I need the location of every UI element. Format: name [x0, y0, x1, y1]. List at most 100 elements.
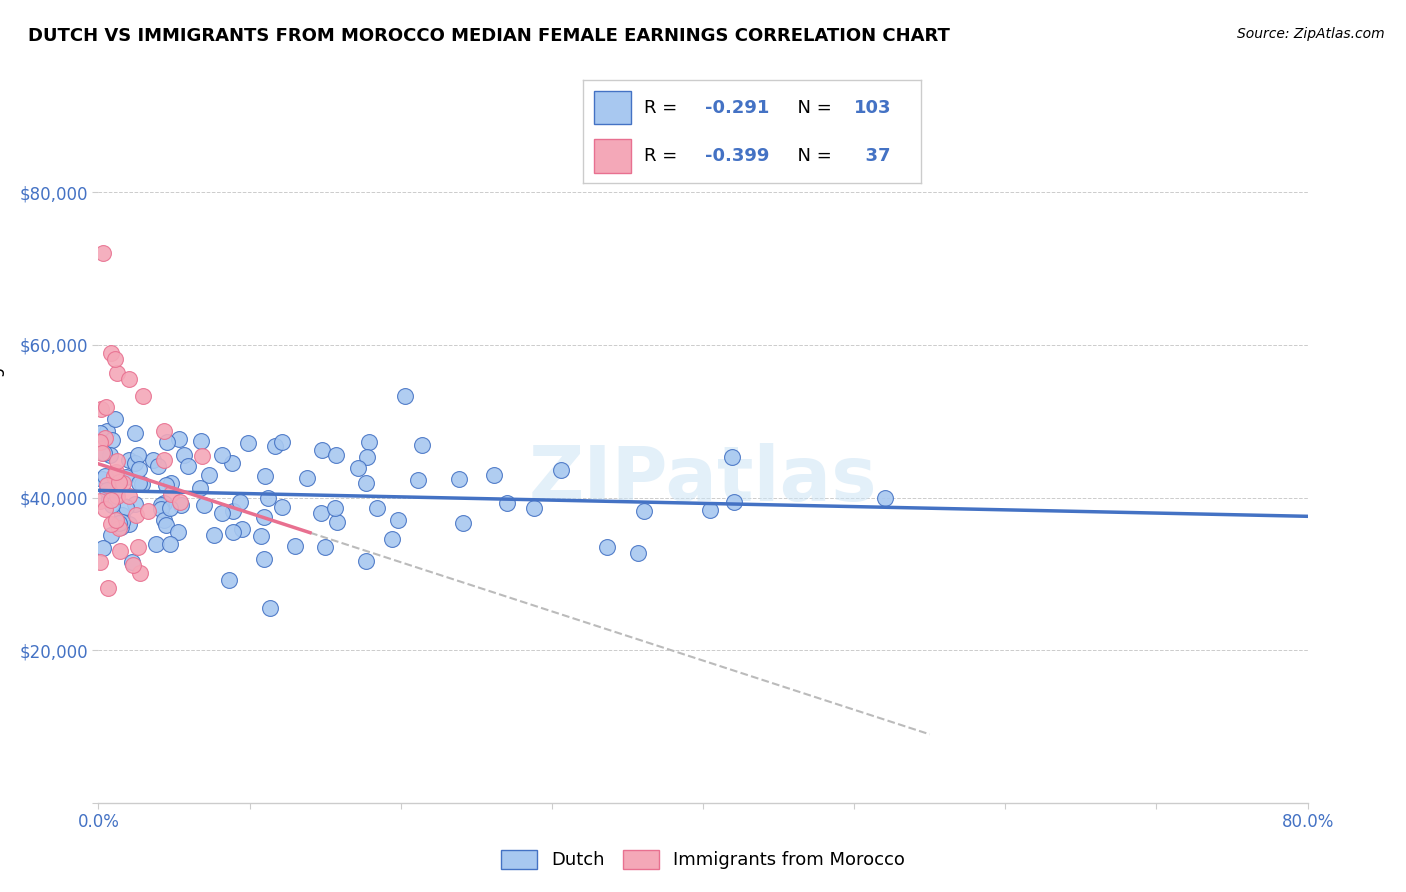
Point [96, 478, 118, 492]
Point [347, 461, 370, 475]
Text: N =: N = [786, 99, 838, 117]
Text: ZIPatlas: ZIPatlas [529, 443, 877, 517]
Point [160, 476, 183, 491]
Point [90, 401, 112, 416]
Point [153, 513, 176, 527]
Point [627, 546, 650, 560]
Point [257, 491, 280, 505]
Point [122, 558, 145, 572]
Point [127, 448, 149, 462]
Point [231, 522, 253, 536]
Point [153, 453, 176, 467]
Text: N =: N = [786, 147, 838, 165]
Point [91, 472, 114, 486]
Point [124, 456, 146, 470]
Point [156, 434, 179, 449]
Point [314, 540, 336, 554]
Point [326, 515, 349, 529]
Point [325, 449, 347, 463]
Point [105, 483, 128, 498]
Point [96, 483, 118, 497]
Point [271, 500, 294, 515]
Point [354, 554, 377, 568]
Point [94, 431, 117, 445]
Point [873, 491, 896, 506]
Point [89, 434, 111, 449]
Point [105, 366, 128, 380]
Point [101, 499, 124, 513]
Point [127, 540, 149, 554]
Point [167, 432, 190, 446]
Point [91, 541, 114, 555]
Point [104, 351, 127, 366]
Point [250, 529, 273, 543]
Point [254, 468, 277, 483]
Point [128, 475, 150, 490]
Text: -0.399: -0.399 [704, 147, 769, 165]
Point [221, 456, 243, 470]
Point [97, 581, 120, 595]
Point [381, 532, 404, 546]
Point [105, 489, 128, 503]
Point [356, 450, 378, 464]
Point [104, 465, 127, 479]
Point [523, 500, 546, 515]
Point [108, 543, 131, 558]
Point [155, 478, 177, 492]
Text: Source: ZipAtlas.com: Source: ZipAtlas.com [1237, 27, 1385, 41]
Point [264, 439, 287, 453]
Point [91, 445, 114, 459]
Point [124, 497, 146, 511]
Text: 103: 103 [853, 99, 891, 117]
Point [170, 499, 193, 513]
Point [124, 426, 146, 441]
Point [550, 463, 572, 477]
Point [152, 425, 174, 439]
Point [132, 389, 155, 403]
Point [357, 435, 380, 450]
Point [149, 498, 172, 512]
Point [723, 495, 745, 509]
Point [211, 506, 233, 520]
Point [91, 246, 114, 260]
Point [108, 521, 131, 535]
Point [104, 412, 127, 426]
Point [110, 516, 132, 530]
Point [153, 496, 176, 510]
Point [110, 520, 132, 534]
Point [394, 389, 416, 403]
Point [309, 506, 332, 520]
Point [354, 475, 377, 490]
Point [190, 434, 212, 448]
Point [148, 459, 170, 474]
Text: 37: 37 [853, 147, 891, 165]
Point [103, 469, 125, 483]
Legend: Dutch, Immigrants from Morocco: Dutch, Immigrants from Morocco [492, 841, 914, 879]
Point [193, 498, 215, 512]
Point [699, 503, 721, 517]
Point [176, 459, 198, 474]
Point [118, 453, 141, 467]
Point [218, 573, 240, 587]
Point [94, 400, 117, 414]
Point [115, 500, 138, 515]
Point [408, 473, 430, 487]
Point [387, 513, 409, 527]
Point [150, 502, 173, 516]
Point [721, 450, 744, 464]
Point [94, 469, 117, 483]
Point [596, 541, 619, 555]
Point [112, 475, 135, 490]
Point [160, 487, 183, 501]
Point [107, 475, 129, 489]
Point [411, 438, 433, 452]
Point [236, 435, 259, 450]
Point [93, 446, 115, 460]
Point [93, 502, 115, 516]
Point [100, 528, 122, 542]
Point [96, 425, 118, 439]
Point [253, 510, 276, 524]
Y-axis label: Median Female Earnings: Median Female Earnings [0, 358, 6, 561]
Point [167, 524, 190, 539]
Point [211, 449, 233, 463]
